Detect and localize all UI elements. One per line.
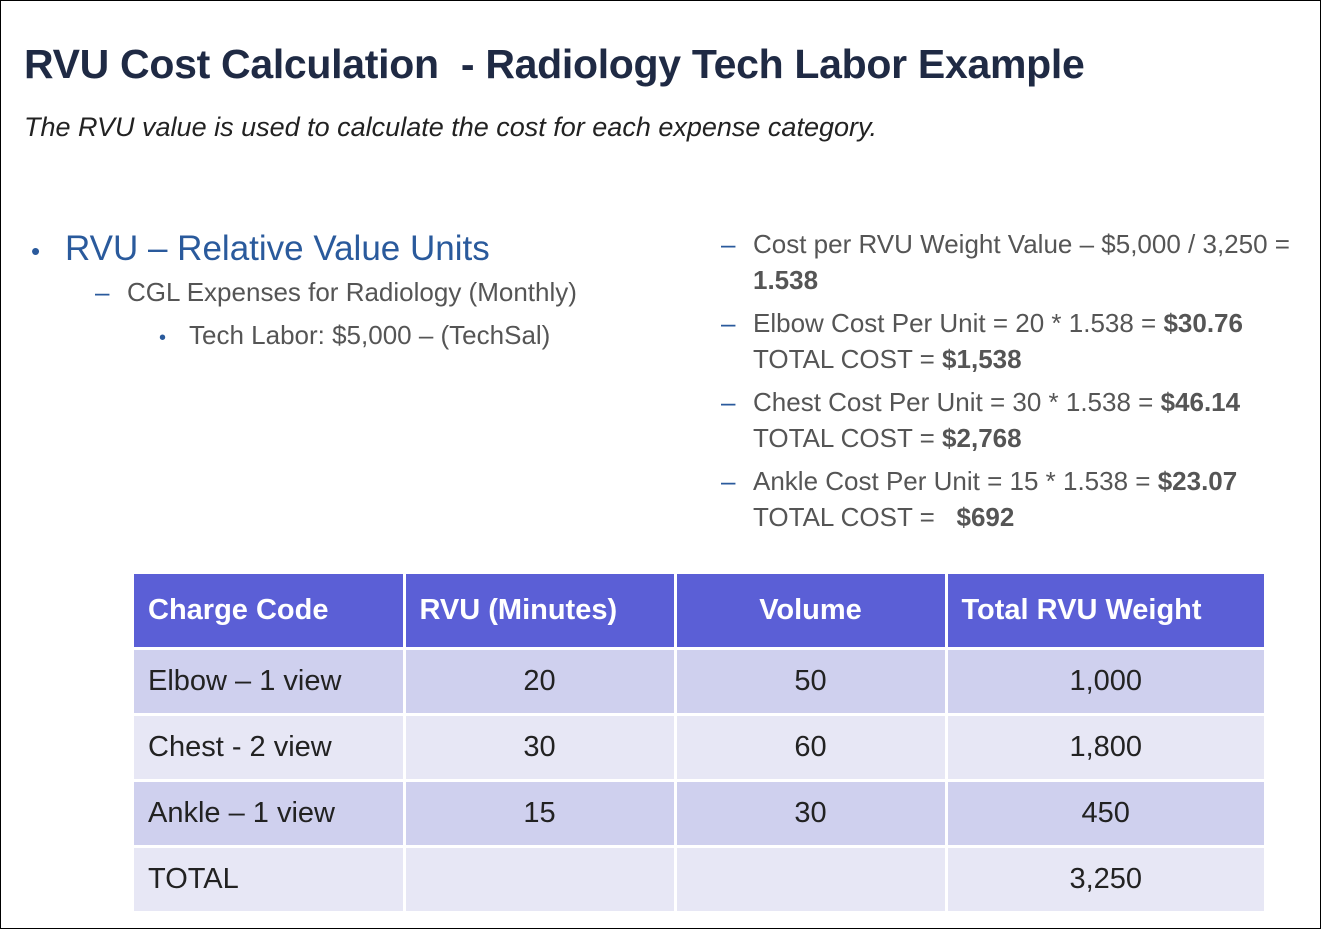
elbow-cost-value: $30.76 bbox=[1163, 308, 1243, 338]
cell-rvu bbox=[404, 846, 677, 914]
dash-icon: – bbox=[721, 229, 736, 259]
elbow-cost-text: Elbow Cost Per Unit = 20 * 1.538 = bbox=[753, 308, 1164, 338]
col-header-charge-code: Charge Code bbox=[134, 574, 406, 650]
elbow-cost-item: – Elbow Cost Per Unit = 20 * 1.538 = $30… bbox=[721, 305, 1311, 377]
col-header-rvu-minutes: RVU (Minutes) bbox=[404, 574, 677, 650]
elbow-total-value: $1,538 bbox=[942, 344, 1022, 374]
dash-icon: – bbox=[95, 277, 110, 307]
cell-volume: 30 bbox=[675, 780, 948, 848]
cell-total-weight: 1,000 bbox=[946, 648, 1264, 716]
table-row: Ankle – 1 view 15 30 450 bbox=[134, 780, 1264, 848]
dash-icon: – bbox=[721, 308, 736, 338]
cell-volume: 60 bbox=[675, 714, 948, 782]
cell-volume bbox=[675, 846, 948, 914]
chest-cost-text: Chest Cost Per Unit = 30 * 1.538 = bbox=[753, 387, 1161, 417]
cell-rvu: 20 bbox=[404, 648, 677, 716]
bullet-dot-icon: • bbox=[31, 236, 41, 266]
col-header-volume: Volume bbox=[675, 574, 948, 650]
cell-charge-code: Elbow – 1 view bbox=[134, 648, 406, 716]
table-row: Chest - 2 view 30 60 1,800 bbox=[134, 714, 1264, 782]
chest-cost-value: $46.14 bbox=[1160, 387, 1241, 417]
cell-total-weight: 450 bbox=[946, 780, 1264, 848]
bullet-cgl: – CGL Expenses for Radiology (Monthly) bbox=[95, 277, 577, 308]
rvu-table: Charge Code RVU (Minutes) Volume Total R… bbox=[134, 574, 1264, 914]
table-row: Elbow – 1 view 20 50 1,000 bbox=[134, 648, 1264, 716]
page-title: RVU Cost Calculation - Radiology Tech La… bbox=[24, 41, 1085, 87]
dash-icon: – bbox=[721, 466, 736, 496]
right-bullets: – Cost per RVU Weight Value – $5,000 / 3… bbox=[721, 226, 1311, 542]
table-header-row: Charge Code RVU (Minutes) Volume Total R… bbox=[134, 574, 1264, 650]
chest-cost-item: – Chest Cost Per Unit = 30 * 1.538 = $46… bbox=[721, 384, 1311, 456]
col-header-total-rvu-weight: Total RVU Weight bbox=[946, 574, 1264, 650]
cost-per-rvu-value: 1.538 bbox=[753, 265, 819, 295]
bullet-tech-labor-text: Tech Labor: $5,000 – (TechSal) bbox=[189, 320, 551, 350]
bullet-tech-labor: • Tech Labor: $5,000 – (TechSal) bbox=[159, 320, 577, 351]
ankle-cost-value: $23.07 bbox=[1157, 466, 1238, 496]
elbow-total-label: TOTAL COST = bbox=[753, 344, 943, 374]
chest-total-value: $2,768 bbox=[942, 423, 1022, 453]
bullet-rvu-text: RVU – Relative Value Units bbox=[65, 229, 490, 268]
cell-rvu: 30 bbox=[404, 714, 677, 782]
bullet-cgl-text: CGL Expenses for Radiology (Monthly) bbox=[127, 277, 577, 307]
cell-charge-code: Ankle – 1 view bbox=[134, 780, 406, 848]
left-bullets: • RVU – Relative Value Units – CGL Expen… bbox=[31, 229, 577, 351]
cell-total-weight: 1,800 bbox=[946, 714, 1264, 782]
ankle-cost-text: Ankle Cost Per Unit = 15 * 1.538 = bbox=[753, 466, 1158, 496]
page-subtitle: The RVU value is used to calculate the c… bbox=[24, 112, 877, 142]
bullet-rvu: • RVU – Relative Value Units bbox=[31, 229, 577, 269]
dash-icon: – bbox=[721, 387, 736, 417]
cell-charge-code: TOTAL bbox=[134, 846, 406, 914]
ankle-cost-item: – Ankle Cost Per Unit = 15 * 1.538 = $23… bbox=[721, 463, 1311, 535]
cell-charge-code: Chest - 2 view bbox=[134, 714, 406, 782]
cell-total-weight: 3,250 bbox=[946, 846, 1264, 914]
ankle-total-label: TOTAL COST = bbox=[753, 502, 943, 532]
chest-total-label: TOTAL COST = bbox=[753, 423, 943, 453]
ankle-total-value: $692 bbox=[956, 502, 1015, 532]
bullet-dot-icon: • bbox=[159, 327, 167, 349]
cost-per-rvu-item: – Cost per RVU Weight Value – $5,000 / 3… bbox=[721, 226, 1311, 298]
cell-volume: 50 bbox=[675, 648, 948, 716]
table-row-total: TOTAL 3,250 bbox=[134, 846, 1264, 914]
cell-rvu: 15 bbox=[404, 780, 677, 848]
cost-per-rvu-text: Cost per RVU Weight Value – $5,000 / 3,2… bbox=[753, 229, 1290, 259]
